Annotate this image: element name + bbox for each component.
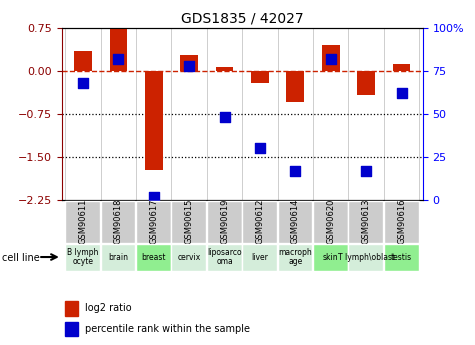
Point <box>150 194 158 199</box>
Text: breast: breast <box>142 253 166 262</box>
FancyBboxPatch shape <box>349 200 383 243</box>
Text: percentile rank within the sample: percentile rank within the sample <box>85 324 250 334</box>
Bar <box>66 322 78 336</box>
FancyBboxPatch shape <box>349 244 383 270</box>
Text: GSM90620: GSM90620 <box>326 199 335 244</box>
Text: GSM90611: GSM90611 <box>78 199 87 244</box>
Bar <box>145 71 162 170</box>
Point <box>398 90 405 96</box>
Bar <box>357 71 375 95</box>
Bar <box>322 45 340 71</box>
Text: brain: brain <box>108 253 128 262</box>
Point <box>362 168 370 174</box>
FancyBboxPatch shape <box>278 200 313 243</box>
Bar <box>216 67 233 71</box>
Point <box>292 168 299 174</box>
FancyBboxPatch shape <box>65 200 100 243</box>
FancyBboxPatch shape <box>207 200 242 243</box>
Point <box>185 63 193 68</box>
FancyBboxPatch shape <box>384 200 418 243</box>
Bar <box>110 28 127 71</box>
Bar <box>251 71 269 83</box>
Text: GSM90617: GSM90617 <box>149 199 158 244</box>
Text: B lymph
ocyte: B lymph ocyte <box>67 248 99 266</box>
FancyBboxPatch shape <box>384 244 418 270</box>
Point <box>221 115 228 120</box>
Text: liposarco
oma: liposarco oma <box>207 248 242 266</box>
Text: GSM90615: GSM90615 <box>185 199 194 244</box>
FancyBboxPatch shape <box>207 244 242 270</box>
Text: cell line: cell line <box>2 253 40 263</box>
Text: T lymph\oblast: T lymph\oblast <box>338 253 395 262</box>
FancyBboxPatch shape <box>313 200 348 243</box>
FancyBboxPatch shape <box>101 200 135 243</box>
Text: liver: liver <box>251 253 268 262</box>
Bar <box>286 71 304 102</box>
Text: GSM90613: GSM90613 <box>361 199 371 244</box>
Text: GSM90614: GSM90614 <box>291 199 300 244</box>
Text: testis: testis <box>391 253 412 262</box>
Point <box>256 146 264 151</box>
Text: cervix: cervix <box>178 253 201 262</box>
Bar <box>393 64 410 71</box>
Title: GDS1835 / 42027: GDS1835 / 42027 <box>181 11 304 25</box>
FancyBboxPatch shape <box>242 244 277 270</box>
Bar <box>180 55 198 71</box>
Text: GSM90612: GSM90612 <box>256 199 265 244</box>
Text: log2 ratio: log2 ratio <box>85 303 132 313</box>
Text: GSM90618: GSM90618 <box>114 199 123 244</box>
FancyBboxPatch shape <box>278 244 313 270</box>
Point <box>114 56 122 61</box>
Bar <box>66 301 78 316</box>
FancyBboxPatch shape <box>101 244 135 270</box>
Text: skin: skin <box>323 253 339 262</box>
Point <box>79 80 87 86</box>
Text: GSM90619: GSM90619 <box>220 199 229 244</box>
FancyBboxPatch shape <box>65 244 100 270</box>
FancyBboxPatch shape <box>136 200 171 243</box>
Text: GSM90616: GSM90616 <box>397 199 406 244</box>
FancyBboxPatch shape <box>242 200 277 243</box>
Bar <box>74 51 92 71</box>
FancyBboxPatch shape <box>136 244 171 270</box>
FancyBboxPatch shape <box>313 244 348 270</box>
FancyBboxPatch shape <box>171 244 206 270</box>
FancyBboxPatch shape <box>171 200 206 243</box>
Point <box>327 56 334 61</box>
Text: macroph
age: macroph age <box>278 248 312 266</box>
